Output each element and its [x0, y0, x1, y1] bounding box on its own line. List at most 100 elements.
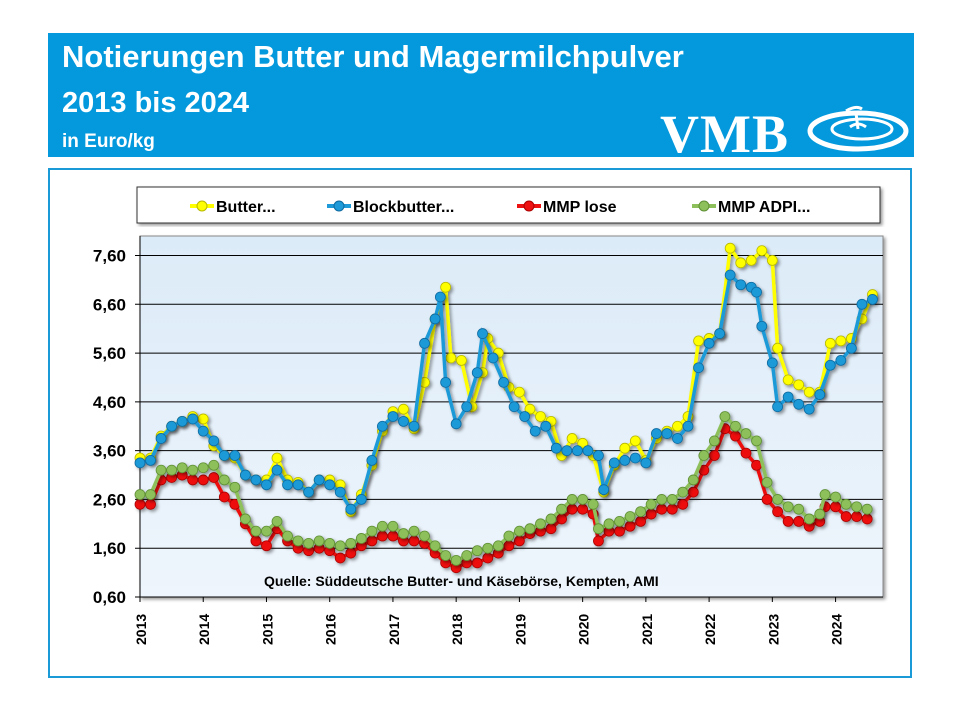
data-point: [387, 411, 399, 422]
data-point: [793, 503, 805, 515]
data-point: [334, 486, 346, 498]
chart-subtitle: 2013 bis 2024: [62, 87, 250, 119]
data-point: [687, 474, 699, 486]
data-point: [745, 254, 757, 266]
data-point: [398, 528, 409, 539]
data-point: [693, 362, 704, 374]
data-point: [645, 498, 657, 510]
legend-item: Blockbutter...: [327, 199, 454, 216]
data-point: [708, 450, 720, 461]
data-point: [835, 354, 847, 366]
data-point: [682, 420, 694, 432]
x-tick-label: 2022: [702, 614, 718, 645]
x-tick-label: 2019: [512, 614, 528, 645]
data-point: [166, 464, 178, 476]
data-point: [514, 535, 525, 547]
data-point: [445, 352, 457, 364]
legend-item: MMP lose: [517, 199, 617, 216]
data-point: [861, 503, 873, 515]
data-point: [814, 508, 826, 520]
data-point: [851, 501, 863, 513]
data-point: [250, 535, 262, 547]
data-point: [730, 420, 741, 432]
data-point: [824, 337, 836, 349]
data-point: [566, 494, 578, 505]
data-point: [134, 498, 146, 510]
data-point: [134, 457, 146, 469]
legend-marker: [196, 200, 208, 212]
data-point: [187, 413, 199, 425]
series-mmp-adpi-: [134, 411, 873, 566]
data-point: [514, 525, 525, 537]
data-point: [239, 469, 251, 481]
data-point: [535, 518, 546, 530]
data-point: [187, 474, 199, 486]
data-point: [218, 450, 230, 461]
data-point: [782, 515, 794, 527]
data-point: [303, 537, 315, 549]
data-point: [208, 435, 220, 447]
data-point: [434, 291, 446, 303]
data-point: [408, 525, 420, 537]
data-point: [751, 286, 762, 298]
data-point: [635, 506, 647, 518]
data-point: [208, 459, 220, 471]
data-point: [556, 503, 567, 515]
data-point: [772, 494, 784, 505]
data-point: [355, 533, 367, 544]
y-tick-label: 4,60: [93, 393, 126, 412]
data-point: [693, 335, 704, 347]
data-point: [766, 357, 778, 369]
data-point: [614, 515, 625, 527]
data-point: [766, 254, 778, 266]
data-point: [176, 462, 188, 474]
data-point: [250, 525, 262, 537]
title-banner: Notierungen Butter und Magermilchpulver …: [48, 33, 914, 164]
data-point: [672, 420, 683, 432]
data-point: [487, 352, 499, 364]
data-point: [229, 481, 241, 493]
data-point: [440, 376, 452, 388]
data-point: [867, 294, 878, 305]
data-point: [666, 494, 678, 505]
data-point: [561, 445, 573, 457]
legend-label: Butter...: [216, 199, 276, 216]
data-point: [751, 459, 762, 471]
legend-item: Butter...: [190, 199, 276, 216]
data-point: [519, 411, 531, 422]
data-point: [593, 535, 604, 547]
data-point: [793, 398, 805, 410]
data-point: [345, 547, 357, 559]
data-point: [793, 379, 805, 391]
data-point: [740, 447, 752, 459]
unit-label: in Euro/kg: [62, 131, 155, 152]
x-tick-label: 2016: [323, 614, 339, 645]
data-point: [556, 513, 567, 525]
legend-item: MMP ADPI...: [692, 199, 810, 216]
data-point: [261, 540, 272, 552]
data-point: [355, 494, 367, 505]
x-tick-label: 2024: [829, 614, 845, 645]
x-tick-label: 2017: [386, 614, 402, 645]
data-point: [419, 530, 430, 542]
data-point: [582, 445, 594, 457]
data-point: [782, 501, 794, 513]
data-point: [677, 498, 689, 510]
data-point: [292, 535, 304, 547]
data-point: [540, 420, 552, 432]
chart-frame: 0,60 1,60 2,60 3,60 4,60 5,60 6,60 7,60 2013 2014…: [48, 168, 912, 678]
data-point: [429, 540, 441, 552]
data-point: [197, 425, 209, 437]
data-point: [840, 511, 852, 522]
data-point: [587, 498, 599, 510]
data-point: [145, 489, 156, 500]
data-point: [376, 420, 388, 432]
data-point: [187, 464, 199, 476]
data-point: [261, 525, 272, 537]
data-point: [387, 530, 399, 542]
legend-label: MMP ADPI...: [718, 199, 810, 216]
data-point: [398, 415, 409, 427]
data-point: [450, 418, 462, 430]
data-point: [619, 455, 631, 466]
data-point: [730, 430, 741, 442]
